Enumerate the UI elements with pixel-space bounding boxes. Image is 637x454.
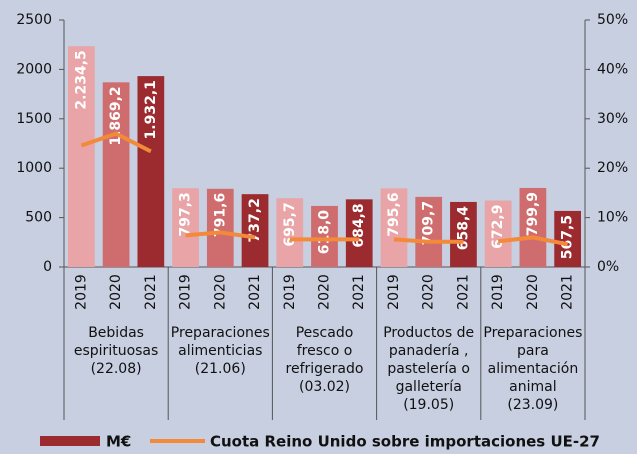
- category-label: animal: [509, 379, 556, 395]
- category-label: panadería ,: [389, 343, 469, 359]
- bar: [172, 188, 199, 267]
- bar: [450, 201, 477, 267]
- bar: [415, 196, 443, 267]
- bar: [276, 198, 304, 267]
- legend-swatch: [40, 436, 100, 446]
- x-tick-label: 2019: [490, 274, 506, 310]
- category-label: Preparaciones: [171, 325, 270, 341]
- y2-tick-label: 10%: [597, 210, 628, 226]
- x-tick-label: 2021: [143, 274, 159, 310]
- legend-label: Cuota Reino Unido sobre importaciones UE…: [210, 433, 600, 451]
- category-label: galletería: [396, 379, 462, 395]
- line: [393, 237, 464, 244]
- value-label: 709,7: [421, 201, 437, 245]
- bar: [345, 199, 373, 267]
- y2-tick-label: 40%: [597, 61, 628, 77]
- bar: [137, 76, 165, 267]
- value-label: 797,3: [178, 192, 194, 236]
- y2-tick-label: 20%: [597, 160, 628, 176]
- x-tick-label: 2021: [351, 274, 367, 310]
- category-label: (22.08): [91, 361, 142, 377]
- category-label: fresco o: [297, 343, 353, 359]
- value-label: 737,2: [247, 198, 263, 242]
- value-label: 695,7: [282, 202, 298, 246]
- value-label: 791,6: [212, 193, 228, 237]
- category-label: Pescado: [296, 325, 354, 341]
- x-tick-label: 2019: [282, 274, 298, 310]
- category-label: pastelería o: [387, 361, 470, 377]
- value-label: 1.932,1: [143, 80, 159, 139]
- y-tick-label: 0: [43, 259, 52, 275]
- x-tick-label: 2019: [73, 274, 89, 310]
- bar: [311, 205, 338, 267]
- bar: [241, 194, 269, 267]
- legend-label: M€: [106, 433, 131, 451]
- y-tick-label: 2500: [16, 12, 52, 28]
- category-label: (23.09): [507, 397, 558, 413]
- value-label: 1.869,2: [108, 86, 124, 145]
- category-label: (21.06): [195, 361, 246, 377]
- category-label: Productos de: [383, 325, 474, 341]
- value-label: 618,0: [317, 210, 333, 255]
- y-tick-label: 1500: [16, 111, 52, 127]
- line: [497, 235, 569, 247]
- bar: [484, 200, 512, 267]
- value-label: 684,8: [351, 203, 367, 247]
- category-label: espirituosas: [74, 343, 158, 359]
- bar: [206, 188, 234, 267]
- x-tick-label: 2020: [212, 274, 228, 310]
- line: [185, 230, 256, 240]
- category-label: Preparaciones: [483, 325, 582, 341]
- value-label: 795,6: [386, 192, 402, 236]
- value-label: 658,4: [455, 206, 471, 251]
- line: [80, 131, 152, 154]
- x-tick-label: 2019: [178, 274, 194, 310]
- x-tick-label: 2021: [455, 274, 471, 310]
- category-label: Bebidas: [88, 325, 144, 341]
- bar: [554, 210, 581, 267]
- y-tick-label: 1000: [16, 160, 52, 176]
- y2-tick-label: 0%: [597, 259, 619, 275]
- x-tick-label: 2020: [421, 274, 437, 310]
- bar: [519, 187, 547, 267]
- y-tick-label: 2000: [16, 61, 52, 77]
- value-label: 672,9: [490, 205, 506, 249]
- bar: [68, 46, 95, 267]
- y2-tick-label: 50%: [597, 12, 628, 28]
- x-tick-label: 2020: [317, 274, 333, 310]
- y2-tick-label: 30%: [597, 111, 628, 127]
- value-label: 2.234,5: [73, 50, 89, 109]
- value-label: 567,5: [560, 215, 576, 259]
- bar: [102, 82, 130, 268]
- x-tick-label: 2021: [247, 274, 263, 310]
- category-label: (03.02): [299, 379, 350, 395]
- category-label: (19.05): [403, 397, 454, 413]
- category-label: para: [517, 343, 549, 359]
- y-tick-label: 500: [25, 210, 52, 226]
- category-label: alimentación: [488, 361, 579, 377]
- category-label: alimenticias: [178, 343, 262, 359]
- category-label: refrigerado: [286, 361, 364, 377]
- x-tick-label: 2019: [386, 274, 402, 310]
- x-tick-label: 2020: [525, 274, 541, 310]
- x-tick-label: 2021: [560, 274, 576, 310]
- value-label: 799,9: [525, 192, 541, 236]
- bar: [380, 188, 408, 267]
- x-tick-label: 2020: [108, 274, 124, 310]
